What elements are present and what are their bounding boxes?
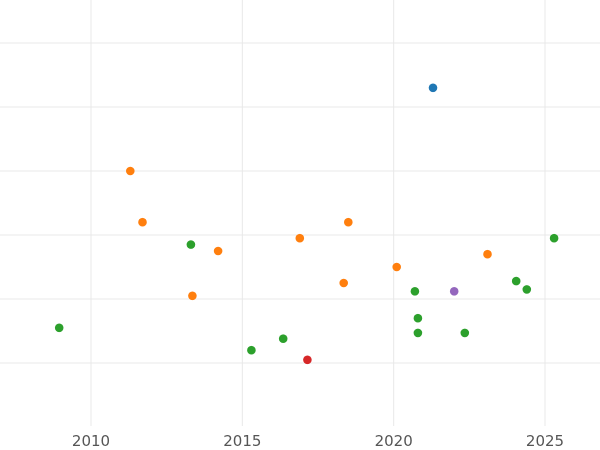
grid [0, 0, 600, 426]
data-point-series-2 [126, 166, 135, 176]
x-tick-label-2010: 2010 [72, 432, 110, 450]
x-tick-labels: 2010 2015 2020 2025 [72, 432, 564, 450]
data-point-series-2 [392, 262, 402, 272]
data-point-series-3 [413, 328, 423, 338]
data-points [54, 83, 559, 365]
data-point-series-2 [188, 291, 197, 301]
data-point-series-1 [428, 83, 438, 93]
data-point-series-5 [449, 287, 459, 296]
data-point-series-3 [522, 285, 532, 294]
x-tick-label-2025: 2025 [526, 432, 564, 450]
data-point-series-2 [295, 233, 305, 243]
data-point-series-3 [278, 334, 288, 344]
data-point-series-2 [344, 217, 353, 227]
data-point-series-3 [511, 276, 521, 286]
data-point-series-2 [213, 246, 223, 256]
data-point-series-3 [460, 328, 470, 338]
data-point-series-3 [186, 240, 196, 249]
data-point-series-3 [413, 313, 423, 323]
data-point-series-3 [54, 323, 64, 333]
data-point-series-3 [410, 287, 420, 296]
x-tick-label-2015: 2015 [223, 432, 261, 450]
data-point-series-2 [339, 278, 349, 288]
data-point-series-3 [247, 345, 256, 355]
data-point-series-2 [483, 249, 492, 259]
data-point-series-3 [549, 233, 559, 243]
data-point-series-2 [138, 217, 147, 227]
data-point-series-4 [303, 355, 312, 365]
x-tick-label-2020: 2020 [375, 432, 413, 450]
